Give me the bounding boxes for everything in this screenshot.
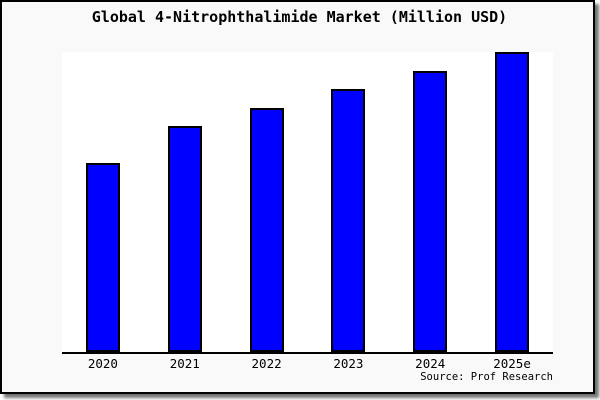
bar-slot-2025e (471, 52, 553, 352)
bar-2021 (167, 126, 202, 352)
chart-panel: Global 4-Nitrophthalimide Market (Millio… (0, 0, 595, 394)
bar-slot-2023 (307, 52, 389, 352)
bar-slot-2024 (389, 52, 471, 352)
x-axis-labels: 2020 2021 2022 2023 2024 2025e (62, 356, 553, 371)
bar-slot-2022 (226, 52, 308, 352)
x-tick-label-2023: 2023 (333, 356, 364, 371)
source-credit: Source: Prof Research (420, 371, 553, 383)
bar-slot-2020 (62, 52, 144, 352)
bars-container (62, 52, 553, 352)
x-tick-label-2022: 2022 (251, 356, 282, 371)
x-tick-label-2020: 2020 (87, 356, 118, 371)
x-tick-label-2025e: 2025e (493, 356, 531, 371)
chart-title: Global 4-Nitrophthalimide Market (Millio… (91, 8, 508, 26)
bar-2024 (413, 71, 448, 352)
x-tick-label-2021: 2021 (169, 356, 200, 371)
bar-slot-2021 (144, 52, 226, 352)
bar-2022 (249, 108, 284, 352)
bar-2020 (85, 163, 120, 352)
plot-area (62, 52, 553, 354)
bar-2025e (495, 52, 530, 352)
x-tick-label-2024: 2024 (415, 356, 446, 371)
bar-2023 (331, 89, 366, 352)
